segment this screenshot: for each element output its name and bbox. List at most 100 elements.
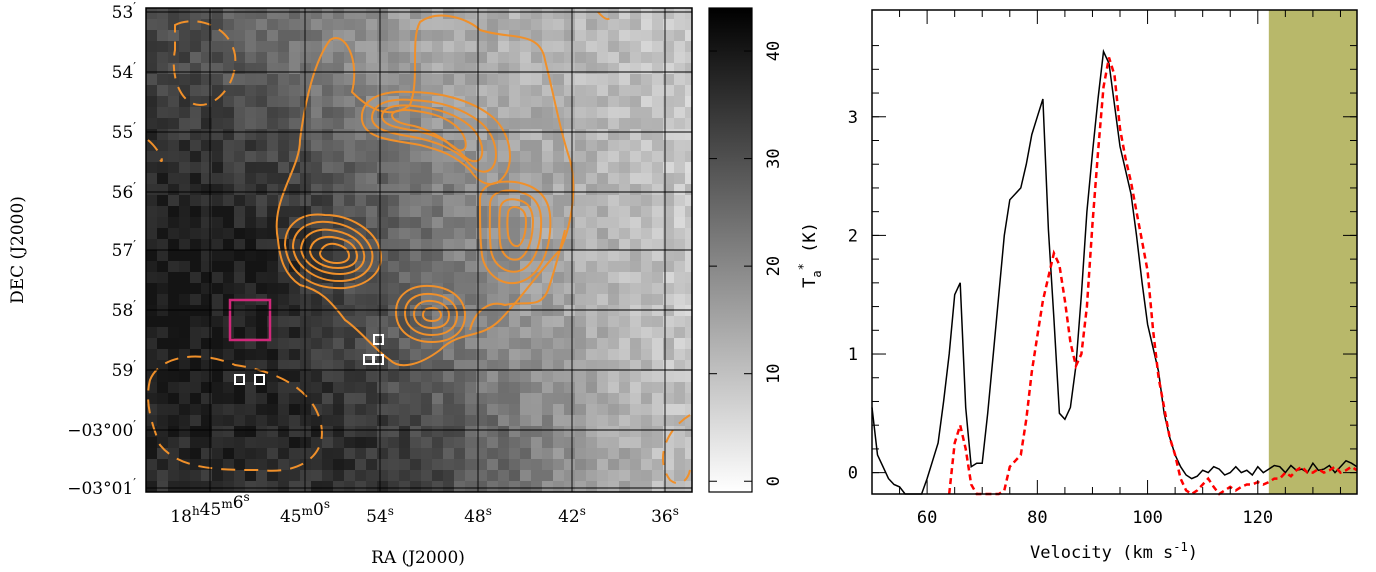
map-pixel [278, 96, 289, 107]
map-pixel [553, 272, 564, 283]
map-pixel [531, 239, 542, 250]
map-pixel [322, 228, 333, 239]
map-pixel [245, 41, 256, 52]
map-pixel [608, 173, 619, 184]
map-pixel [234, 30, 245, 41]
map-pixel [157, 151, 168, 162]
map-pixel [223, 96, 234, 107]
map-pixel [564, 426, 575, 437]
map-pixel [652, 217, 663, 228]
map-pixel [443, 360, 454, 371]
map-pixel [212, 96, 223, 107]
map-pixel [542, 184, 553, 195]
map-pixel [410, 272, 421, 283]
map-pixel [377, 316, 388, 327]
map-pixel [267, 294, 278, 305]
map-pixel [410, 151, 421, 162]
map-pixel [377, 63, 388, 74]
map-pixel [388, 283, 399, 294]
map-pixel [245, 261, 256, 272]
map-pixel [157, 459, 168, 470]
map-pixel [432, 8, 443, 19]
map-pixel [531, 85, 542, 96]
map-pixel [487, 239, 498, 250]
map-pixel [487, 404, 498, 415]
map-pixel [586, 173, 597, 184]
map-pixel [421, 426, 432, 437]
map-pixel [223, 448, 234, 459]
map-pixel [399, 107, 410, 118]
map-pixel [322, 74, 333, 85]
map-pixel [542, 206, 553, 217]
map-pixel [564, 140, 575, 151]
map-pixel [333, 74, 344, 85]
map-pixel [509, 481, 520, 492]
map-pixel [212, 448, 223, 459]
map-pixel [278, 206, 289, 217]
map-pixel [278, 371, 289, 382]
map-pixel [641, 30, 652, 41]
map-pixel [575, 382, 586, 393]
map-pixel [289, 19, 300, 30]
map-pixel [201, 393, 212, 404]
map-pixel [168, 459, 179, 470]
map-pixel [366, 162, 377, 173]
map-pixel [146, 162, 157, 173]
map-pixel [190, 162, 201, 173]
map-pixel [289, 360, 300, 371]
map-pixel [586, 74, 597, 85]
map-pixel [553, 19, 564, 30]
map-pixel [256, 162, 267, 173]
map-pixel [245, 459, 256, 470]
map-pixel [278, 118, 289, 129]
map-pixel [179, 283, 190, 294]
map-pixel [399, 74, 410, 85]
map-pixel [476, 184, 487, 195]
map-pixel [542, 349, 553, 360]
map-pixel [586, 338, 597, 349]
map-pixel [674, 481, 685, 492]
map-pixel [421, 52, 432, 63]
map-pixel [454, 140, 465, 151]
map-pixel [223, 404, 234, 415]
map-pixel [597, 448, 608, 459]
map-pixel [311, 195, 322, 206]
map-pixel [476, 107, 487, 118]
map-pixel [674, 459, 685, 470]
map-pixel [190, 305, 201, 316]
map-pixel [586, 140, 597, 151]
map-pixel [531, 30, 542, 41]
map-pixel [597, 360, 608, 371]
map-pixel [278, 327, 289, 338]
map-pixel [685, 404, 692, 415]
map-pixel [223, 316, 234, 327]
map-pixel [531, 19, 542, 30]
map-pixel [487, 448, 498, 459]
map-pixel [641, 228, 652, 239]
map-pixel [652, 118, 663, 129]
map-pixel [454, 63, 465, 74]
map-pixel [212, 272, 223, 283]
map-pixel [498, 261, 509, 272]
map-pixel [366, 41, 377, 52]
map-pixel [245, 393, 256, 404]
map-pixel [212, 404, 223, 415]
map-pixel [311, 338, 322, 349]
map-pixel [168, 272, 179, 283]
map-pixel [498, 283, 509, 294]
map-pixel [344, 382, 355, 393]
map-pixel [630, 63, 641, 74]
map-pixel [322, 118, 333, 129]
map-pixel [333, 371, 344, 382]
map-pixel [245, 305, 256, 316]
map-pixel [344, 30, 355, 41]
map-pixel [234, 52, 245, 63]
x-tick-label: 60 [917, 508, 937, 528]
map-pixel [168, 30, 179, 41]
map-pixel [322, 41, 333, 52]
map-pixel [234, 129, 245, 140]
map-pixel [410, 195, 421, 206]
map-pixel [652, 173, 663, 184]
map-pixel [256, 96, 267, 107]
map-pixel [289, 52, 300, 63]
